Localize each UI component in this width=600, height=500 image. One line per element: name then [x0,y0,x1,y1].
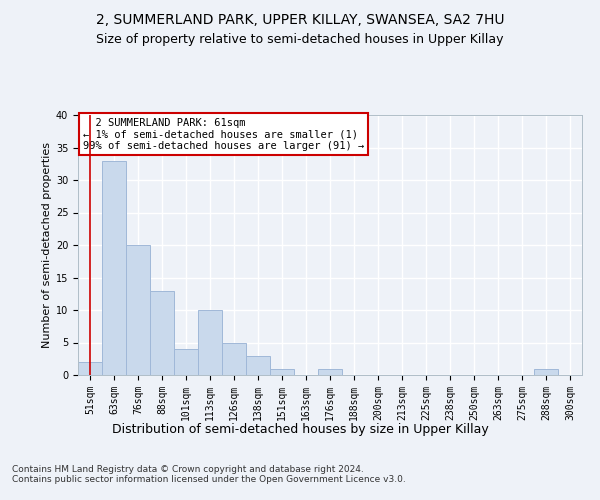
Bar [198,310,222,375]
Y-axis label: Number of semi-detached properties: Number of semi-detached properties [41,142,52,348]
Text: Distribution of semi-detached houses by size in Upper Killay: Distribution of semi-detached houses by … [112,422,488,436]
Text: Contains HM Land Registry data © Crown copyright and database right 2024.
Contai: Contains HM Land Registry data © Crown c… [12,465,406,484]
Text: Size of property relative to semi-detached houses in Upper Killay: Size of property relative to semi-detach… [96,32,504,46]
Bar [270,368,294,375]
Text: 2 SUMMERLAND PARK: 61sqm
← 1% of semi-detached houses are smaller (1)
99% of sem: 2 SUMMERLAND PARK: 61sqm ← 1% of semi-de… [83,118,364,151]
Bar [150,290,174,375]
Bar [222,342,246,375]
Bar [126,245,150,375]
Bar [318,368,342,375]
Bar [534,368,558,375]
Bar [78,362,102,375]
Text: 2, SUMMERLAND PARK, UPPER KILLAY, SWANSEA, SA2 7HU: 2, SUMMERLAND PARK, UPPER KILLAY, SWANSE… [96,12,504,26]
Bar [174,349,198,375]
Bar [246,356,270,375]
Bar [102,160,126,375]
